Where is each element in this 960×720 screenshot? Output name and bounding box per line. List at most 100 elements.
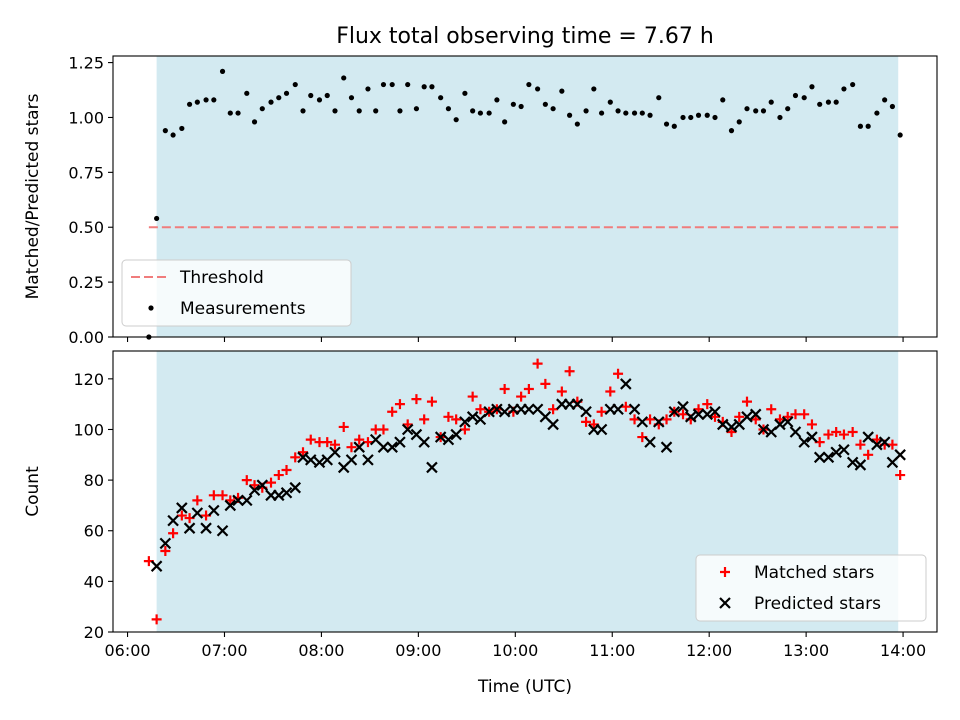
data-point (516, 391, 527, 402)
data-point (378, 424, 389, 435)
y-tick-label: 20 (84, 623, 104, 642)
data-point (353, 441, 366, 453)
y-tick-label: 1.00 (68, 108, 104, 127)
data-point (792, 92, 799, 99)
data-point (154, 215, 160, 222)
data-point (394, 436, 406, 448)
data-point (329, 439, 340, 450)
legend: Matched stars Predicted stars (695, 554, 927, 622)
x-tick-label: 14:00 (880, 641, 926, 660)
data-point (322, 437, 333, 448)
data-point (170, 132, 176, 138)
data-point (750, 414, 761, 425)
x-tick-label: 09:00 (395, 641, 441, 660)
legend-label: Matched stars (754, 563, 874, 583)
data-point (280, 486, 293, 499)
data-point (518, 103, 524, 110)
data-point (838, 443, 850, 456)
data-point (542, 101, 548, 107)
data-point (806, 419, 817, 430)
data-point (491, 403, 503, 416)
data-point (225, 495, 236, 506)
data-point (150, 560, 163, 572)
data-point (300, 108, 306, 114)
data-point (402, 419, 413, 430)
data-point (389, 81, 395, 88)
data-point (813, 451, 826, 464)
data-point (429, 84, 435, 90)
data-point (704, 112, 710, 118)
x-axis-label: Time (UTC) (477, 677, 572, 697)
data-point (639, 110, 645, 116)
data-point (716, 418, 729, 431)
data-point (191, 507, 204, 519)
data-point (874, 110, 880, 116)
data-point (499, 383, 510, 394)
y-tick-label: 100 (73, 420, 104, 439)
data-point (192, 495, 203, 506)
data-point (857, 123, 864, 129)
data-point (345, 454, 358, 466)
data-point (871, 434, 882, 445)
data-point (878, 436, 891, 448)
data-point (645, 414, 656, 425)
y-axis-label: Matched/Predicted stars (23, 93, 43, 299)
data-point (502, 119, 508, 125)
data-point (595, 423, 608, 436)
data-point (768, 99, 774, 105)
data-point (841, 86, 847, 92)
data-point (781, 416, 794, 428)
data-point (760, 108, 767, 114)
data-point (825, 99, 832, 105)
data-point (613, 368, 624, 379)
y-tick-label: 0.75 (68, 163, 104, 182)
data-point (305, 434, 316, 445)
data-point (281, 464, 292, 475)
data-point (799, 409, 810, 420)
data-point (702, 399, 713, 410)
data-point (631, 110, 638, 116)
data-point (194, 99, 200, 105)
data-point (249, 480, 260, 491)
data-point (574, 121, 580, 127)
data-point (426, 461, 438, 474)
data-point (605, 386, 616, 397)
data-point (757, 423, 770, 436)
data-point (540, 378, 551, 389)
data-point (777, 114, 783, 121)
data-point (644, 436, 656, 448)
data-point (688, 114, 694, 121)
data-point (660, 441, 673, 453)
data-point (774, 414, 785, 425)
y-tick-label: 120 (73, 370, 104, 389)
data-point (348, 95, 355, 101)
y-tick-label: 0.50 (68, 218, 104, 237)
data-point (709, 405, 721, 418)
data-point (467, 391, 478, 402)
legend-marker (720, 567, 730, 577)
data-point (434, 431, 447, 443)
data-point (292, 81, 298, 88)
data-point (298, 447, 309, 458)
axes-frame (112, 350, 938, 633)
data-point (583, 108, 589, 114)
data-point (387, 406, 398, 417)
data-point (338, 421, 349, 432)
data-point (445, 106, 452, 112)
data-point (817, 101, 823, 107)
data-point (470, 108, 476, 114)
data-point (668, 405, 681, 418)
data-point (356, 108, 362, 114)
data-point (498, 405, 511, 418)
data-point (329, 446, 341, 459)
data-point (483, 405, 495, 418)
data-point (256, 479, 269, 491)
data-point (248, 484, 261, 497)
data-point (661, 414, 672, 425)
data-point (710, 411, 721, 422)
data-point (712, 114, 718, 121)
data-point (186, 101, 193, 107)
data-point (442, 433, 455, 446)
data-point (830, 446, 842, 459)
